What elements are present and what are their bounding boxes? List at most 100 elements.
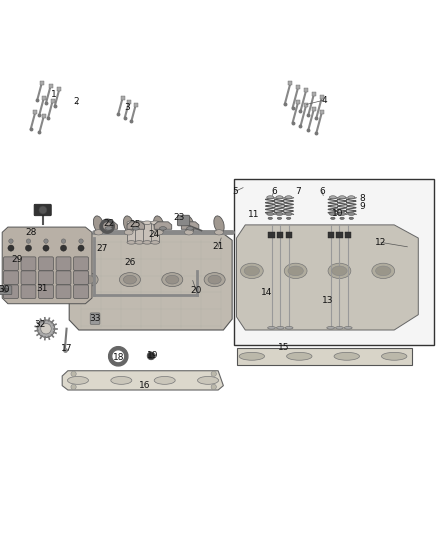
Ellipse shape bbox=[239, 352, 265, 360]
Ellipse shape bbox=[184, 230, 193, 235]
Ellipse shape bbox=[375, 266, 391, 276]
Ellipse shape bbox=[151, 241, 159, 244]
Ellipse shape bbox=[331, 217, 335, 220]
Circle shape bbox=[41, 324, 51, 334]
Text: 6: 6 bbox=[319, 187, 325, 196]
Text: 20: 20 bbox=[191, 286, 202, 295]
Ellipse shape bbox=[348, 196, 355, 199]
Ellipse shape bbox=[159, 227, 166, 230]
Circle shape bbox=[39, 206, 47, 214]
Polygon shape bbox=[2, 227, 92, 304]
Ellipse shape bbox=[344, 327, 352, 329]
Ellipse shape bbox=[184, 216, 194, 233]
Ellipse shape bbox=[135, 241, 144, 244]
FancyBboxPatch shape bbox=[177, 215, 190, 226]
Text: 21: 21 bbox=[212, 243, 224, 251]
Ellipse shape bbox=[124, 230, 133, 235]
Ellipse shape bbox=[151, 221, 159, 224]
FancyBboxPatch shape bbox=[56, 257, 71, 270]
Ellipse shape bbox=[327, 327, 335, 329]
FancyBboxPatch shape bbox=[39, 271, 53, 285]
FancyBboxPatch shape bbox=[4, 271, 18, 285]
Circle shape bbox=[25, 245, 32, 251]
Bar bbox=[127, 223, 136, 243]
Ellipse shape bbox=[111, 376, 132, 384]
Ellipse shape bbox=[268, 327, 276, 329]
Text: 6: 6 bbox=[271, 187, 277, 196]
Ellipse shape bbox=[120, 273, 141, 287]
Text: 7: 7 bbox=[295, 187, 301, 196]
Text: 15: 15 bbox=[278, 343, 290, 352]
Ellipse shape bbox=[81, 275, 94, 284]
Text: 19: 19 bbox=[147, 351, 158, 360]
Text: 5: 5 bbox=[233, 187, 239, 196]
Ellipse shape bbox=[67, 376, 88, 384]
Ellipse shape bbox=[348, 213, 355, 215]
Ellipse shape bbox=[288, 266, 303, 276]
FancyBboxPatch shape bbox=[74, 285, 88, 298]
Ellipse shape bbox=[94, 230, 103, 235]
Text: 10: 10 bbox=[332, 208, 344, 217]
FancyBboxPatch shape bbox=[56, 271, 71, 285]
Ellipse shape bbox=[372, 263, 395, 279]
Ellipse shape bbox=[240, 263, 263, 279]
Ellipse shape bbox=[276, 213, 283, 215]
Ellipse shape bbox=[166, 275, 179, 284]
Circle shape bbox=[61, 239, 66, 243]
Ellipse shape bbox=[2, 288, 8, 292]
Text: 13: 13 bbox=[322, 296, 333, 305]
Ellipse shape bbox=[334, 352, 360, 360]
Text: 9: 9 bbox=[360, 201, 366, 211]
Text: 24: 24 bbox=[148, 230, 160, 239]
FancyBboxPatch shape bbox=[21, 285, 36, 298]
FancyBboxPatch shape bbox=[4, 257, 18, 270]
Text: 28: 28 bbox=[26, 228, 37, 237]
Text: 11: 11 bbox=[248, 211, 260, 219]
Ellipse shape bbox=[135, 221, 144, 224]
Ellipse shape bbox=[339, 196, 346, 199]
Ellipse shape bbox=[154, 376, 175, 384]
Bar bbox=[277, 232, 283, 238]
Text: 8: 8 bbox=[360, 194, 366, 203]
Ellipse shape bbox=[105, 227, 112, 230]
Ellipse shape bbox=[154, 230, 163, 235]
Ellipse shape bbox=[215, 230, 223, 235]
Circle shape bbox=[9, 239, 13, 243]
Bar bbox=[345, 232, 351, 238]
Ellipse shape bbox=[244, 266, 259, 276]
FancyBboxPatch shape bbox=[56, 285, 71, 298]
Bar bbox=[143, 223, 152, 243]
Ellipse shape bbox=[284, 263, 307, 279]
Ellipse shape bbox=[124, 216, 134, 233]
Polygon shape bbox=[237, 348, 412, 365]
Circle shape bbox=[147, 352, 155, 360]
Ellipse shape bbox=[162, 273, 183, 287]
FancyBboxPatch shape bbox=[0, 286, 12, 295]
Ellipse shape bbox=[285, 213, 292, 215]
Ellipse shape bbox=[214, 216, 224, 233]
Text: 4: 4 bbox=[321, 95, 327, 104]
Polygon shape bbox=[237, 225, 418, 330]
Circle shape bbox=[26, 239, 31, 243]
Polygon shape bbox=[69, 233, 232, 330]
Circle shape bbox=[43, 245, 49, 251]
Circle shape bbox=[78, 245, 84, 251]
Ellipse shape bbox=[198, 376, 219, 384]
Ellipse shape bbox=[127, 241, 136, 244]
Ellipse shape bbox=[187, 227, 194, 230]
Text: 16: 16 bbox=[139, 381, 150, 390]
FancyBboxPatch shape bbox=[4, 285, 18, 298]
Text: 25: 25 bbox=[129, 220, 141, 229]
Ellipse shape bbox=[267, 213, 274, 215]
Ellipse shape bbox=[276, 327, 284, 329]
Ellipse shape bbox=[143, 221, 152, 224]
Ellipse shape bbox=[204, 273, 225, 287]
Ellipse shape bbox=[208, 275, 221, 284]
Ellipse shape bbox=[77, 273, 98, 287]
FancyBboxPatch shape bbox=[74, 271, 88, 285]
Ellipse shape bbox=[329, 196, 336, 199]
Text: 27: 27 bbox=[96, 245, 107, 254]
Circle shape bbox=[37, 320, 55, 337]
Polygon shape bbox=[62, 371, 223, 390]
FancyBboxPatch shape bbox=[21, 271, 36, 285]
